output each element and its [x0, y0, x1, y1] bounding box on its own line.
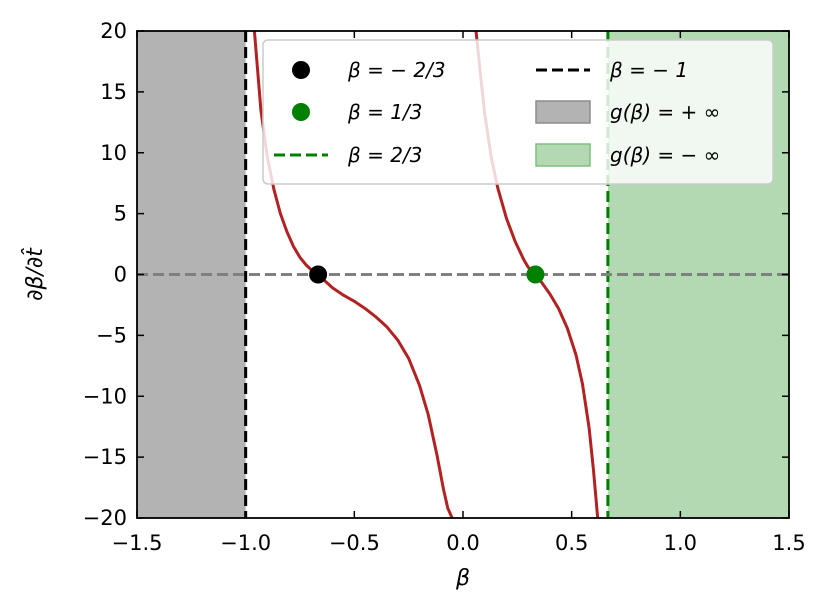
- y-axis-label: ∂β/∂t̂: [22, 247, 48, 301]
- legend-label-5: g(β) = − ∞: [610, 143, 720, 167]
- y-tick-label-5: 5: [114, 202, 127, 226]
- y-tick-label-0: −20: [83, 506, 127, 530]
- x-axis-label: β: [455, 566, 470, 591]
- fixed-points: [309, 265, 545, 284]
- legend-marker-2: [292, 103, 310, 121]
- y-tick-label-3: −5: [96, 323, 127, 347]
- y-axis-ticks: −20 −15 −10 −5 0 5 10 15 20: [83, 19, 789, 530]
- legend: β = − 2/3 β = − 1 β = 1/3 g(β) = + ∞ β = 2/3…: [262, 39, 774, 185]
- legend-label-4: β = 2/3: [347, 143, 422, 167]
- x-tick-label-4: 0.5: [555, 531, 588, 555]
- y-tick-label-6: 10: [100, 141, 127, 165]
- fixed-point-0: [309, 265, 328, 284]
- legend-label-1: β = − 1: [609, 58, 688, 82]
- curve-branch-0: [252, 31, 454, 518]
- legend-box: [262, 39, 774, 185]
- legend-label-0: β = − 2/3: [347, 58, 446, 82]
- x-tick-label-3: 0.0: [446, 531, 479, 555]
- legend-marker-5: [535, 143, 591, 167]
- legend-marker-3: [535, 100, 591, 124]
- x-tick-label-5: 1.0: [664, 531, 697, 555]
- legend-marker-0: [292, 61, 310, 79]
- fixed-point-1: [526, 265, 545, 284]
- legend-label-2: β = 1/3: [347, 100, 422, 124]
- x-tick-label-6: 1.5: [772, 531, 805, 555]
- legend-label-3: g(β) = + ∞: [610, 100, 720, 124]
- y-tick-label-8: 20: [100, 19, 127, 43]
- y-tick-label-1: −15: [83, 445, 127, 469]
- x-tick-label-2: −0.5: [329, 531, 380, 555]
- y-tick-label-2: −10: [83, 384, 127, 408]
- x-tick-label-1: −1.0: [220, 531, 271, 555]
- y-tick-label-4: 0: [114, 263, 127, 287]
- y-tick-label-7: 15: [100, 80, 127, 104]
- x-tick-label-0: −1.5: [112, 531, 163, 555]
- x-axis-ticks: −1.5 −1.0 −0.5 0.0 0.5 1.0 1.5: [112, 31, 806, 555]
